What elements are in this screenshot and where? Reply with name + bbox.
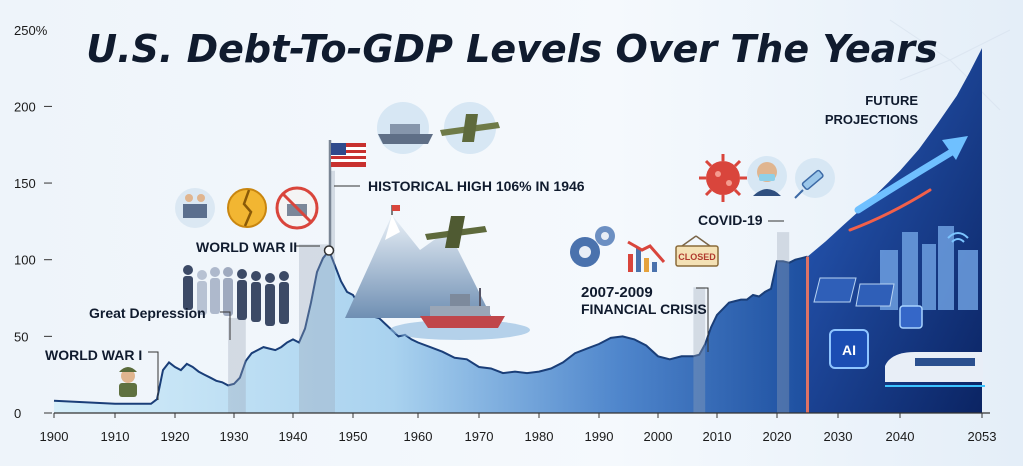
closed-sign-icon: CLOSED [675,235,719,267]
series-line [53,248,808,405]
annotation-label: FUTURE [865,93,918,108]
ai-chip-icon: AI [829,329,869,369]
y-tick-label: 0 [14,406,21,421]
callout-crisis [696,287,709,352]
event-bar [329,170,335,413]
ship-icon [390,288,530,340]
event-bar [693,287,706,413]
event-bar [299,244,329,413]
mountain-icon [345,205,492,318]
annotation-label: FINANCIAL CRISIS [581,301,707,317]
area-layer [53,248,808,413]
x-tick-label: 2053 [968,429,997,444]
y-tick-label: 250% [14,23,48,38]
annotation-label: WORLD WAR I [45,347,142,363]
city-skyline-icon [880,226,978,310]
projection-layer [806,48,982,413]
annotation-label: PROJECTIONS [825,112,919,127]
ai-chip-icon [899,305,923,329]
x-tick-label: 1900 [40,429,69,444]
x-tick-label: 2020 [763,429,792,444]
masked-person-icon [747,156,787,196]
gears-icon [570,226,615,267]
event-bars [228,170,790,413]
x-tick-label: 1960 [404,429,433,444]
x-tick-label: 1990 [585,429,614,444]
annotation-label: 2007-2009 [581,284,653,301]
falling-chart-icon [627,240,666,272]
chart-title: U.S. Debt-To-GDP Levels Over The Years [86,27,938,71]
annotation-label: HISTORICAL HIGH 106% IN 1946 [368,178,585,194]
projection-area [807,48,982,413]
y-tick-label: 50 [14,329,28,344]
x-tick-label: 1950 [339,429,368,444]
annotation-label: WORLD WAR II [196,239,297,255]
axes: 1900 1910 1920 1930 1940 1950 1960 1970 1980 1990… [14,23,996,444]
ship-icon [377,102,433,154]
x-tick-label: 2030 [824,429,853,444]
y-tick-label: 150 [14,176,36,191]
virus-icon [699,154,747,202]
x-tick-label: 1980 [525,429,554,444]
callout-lines [148,185,784,400]
bomber-plane-icon [440,102,500,154]
x-tick-label: 1910 [101,429,130,444]
closed-sign-text: CLOSED [678,252,716,262]
x-tick-label: 1920 [161,429,190,444]
event-bar [228,317,246,413]
no-factory-icon [275,186,319,230]
annotation-label: COVID-19 [698,212,763,228]
syringe-icon [794,158,835,199]
arrow-up-icon [848,136,968,232]
x-tick-label: 1970 [465,429,494,444]
broken-coin-icon [227,188,267,228]
y-tick-label: 100 [14,253,36,268]
solar-panel-icon [813,277,895,307]
annotation-label: Great Depression [89,305,206,321]
bomber-plane-icon [425,216,487,248]
x-tick-label: 2000 [644,429,673,444]
train-icon [885,352,985,387]
flag-icon [328,140,366,246]
event-bar [777,232,790,413]
soldier-icon [119,367,137,397]
x-tick-label: 2010 [703,429,732,444]
x-tick-label: 1930 [220,429,249,444]
wifi-icon [947,232,969,243]
callout-depression [220,311,231,340]
y-tick-label: 200 [14,99,36,114]
annotation-labels: WORLD WAR I Great Depression WORLD WAR II H… [45,93,918,363]
peak-marker [323,245,335,256]
factory-icon [175,188,215,228]
x-tick-label: 1940 [279,429,308,444]
x-tick-label: 2040 [886,429,915,444]
callout-ww1 [148,351,159,400]
crowd-icon [183,265,289,326]
ai-chip-label: AI [842,342,856,358]
